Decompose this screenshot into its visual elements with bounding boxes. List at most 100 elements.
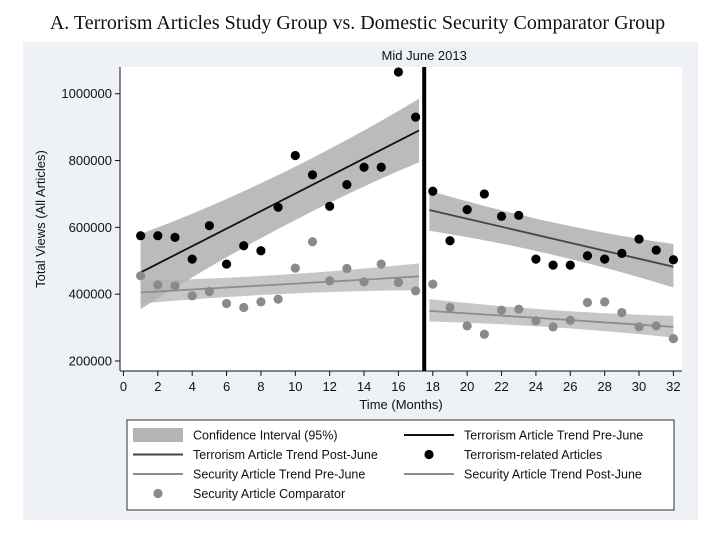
x-tick-label-10: 20 bbox=[460, 379, 474, 394]
security-point-19 bbox=[462, 321, 472, 331]
y-tick-label-1: 400000 bbox=[69, 287, 112, 302]
security-point-17 bbox=[428, 279, 438, 289]
terror-point-23 bbox=[531, 254, 541, 264]
security-point-18 bbox=[445, 302, 455, 313]
y-axis-title: Total Views (All Articles) bbox=[33, 150, 48, 288]
security-point-8 bbox=[273, 294, 283, 304]
trend-line-2 bbox=[140, 275, 420, 294]
terror-point-13 bbox=[359, 162, 369, 172]
x-tick-label-16: 32 bbox=[666, 379, 680, 394]
security-point-22 bbox=[514, 304, 524, 314]
legend-label-0: Confidence Interval (95%) bbox=[193, 429, 338, 443]
terror-point-28 bbox=[617, 248, 627, 259]
terror-point-21 bbox=[496, 211, 507, 221]
security-point-15 bbox=[393, 277, 404, 288]
terror-point-16 bbox=[411, 112, 421, 122]
security-point-7 bbox=[256, 297, 266, 307]
x-tick-label-6: 12 bbox=[322, 379, 336, 394]
terror-point-29 bbox=[634, 234, 644, 244]
security-point-0 bbox=[136, 271, 146, 281]
legend-box bbox=[126, 419, 675, 511]
security-point-27 bbox=[600, 297, 610, 307]
terror-point-8 bbox=[273, 202, 283, 212]
terror-point-3 bbox=[187, 254, 197, 264]
terror-point-20 bbox=[479, 189, 489, 199]
legend-label-1: Terrorism Article Trend Pre-June bbox=[464, 429, 643, 443]
x-tick-label-8: 16 bbox=[391, 379, 405, 394]
chart-svg: Mid June 2013 200000 400000 600000 800000 10… bbox=[33, 48, 682, 511]
security-point-11 bbox=[325, 276, 335, 286]
terror-point-26 bbox=[582, 251, 593, 261]
legend-symbol-0 bbox=[133, 428, 183, 442]
terror-point-18 bbox=[445, 236, 455, 246]
security-point-31 bbox=[668, 333, 679, 344]
security-point-9 bbox=[290, 263, 300, 273]
terror-point-10 bbox=[307, 170, 318, 180]
trend-line-3 bbox=[429, 309, 674, 328]
chart-title: A. Terrorism Articles Study Group vs. Do… bbox=[49, 12, 666, 34]
legend-label-5: Security Article Trend Post-June bbox=[464, 468, 642, 482]
terror-point-5 bbox=[221, 259, 232, 269]
security-point-6 bbox=[239, 302, 249, 313]
security-point-23 bbox=[531, 316, 541, 326]
security-point-29 bbox=[634, 322, 644, 332]
legend: Confidence Interval (95%) Terrorism Artic… bbox=[126, 419, 675, 511]
y-tick-label-4: 1000000 bbox=[61, 86, 112, 101]
terror-point-7 bbox=[256, 246, 266, 256]
chart-figure: Mid June 2013 200000 400000 600000 800000 10… bbox=[23, 42, 698, 520]
terror-point-6 bbox=[239, 241, 249, 251]
x-tick-label-13: 26 bbox=[563, 379, 577, 394]
security-point-14 bbox=[376, 259, 386, 269]
x-tick-label-5: 10 bbox=[288, 379, 302, 394]
y-tick-label-0: 200000 bbox=[69, 353, 112, 368]
x-tick-label-12: 24 bbox=[529, 379, 543, 394]
security-point-21 bbox=[496, 305, 507, 315]
terror-point-2 bbox=[170, 232, 180, 242]
x-tick-label-0: 0 bbox=[120, 379, 127, 394]
x-tick-label-15: 30 bbox=[632, 379, 646, 394]
security-point-2 bbox=[170, 281, 180, 291]
terror-point-14 bbox=[376, 162, 386, 172]
x-tick-label-9: 18 bbox=[426, 379, 440, 394]
terror-point-11 bbox=[325, 201, 335, 211]
x-tick-label-11: 22 bbox=[494, 379, 508, 394]
x-tick-label-3: 6 bbox=[223, 379, 230, 394]
legend-symbol-3 bbox=[424, 449, 434, 460]
legend-label-4: Security Article Trend Pre-June bbox=[193, 468, 365, 482]
security-point-20 bbox=[479, 329, 489, 339]
y-tick-label-2: 600000 bbox=[69, 220, 112, 235]
terror-point-9 bbox=[290, 150, 300, 161]
terror-point-12 bbox=[342, 179, 352, 190]
legend-label-6: Security Article Comparator bbox=[193, 487, 345, 501]
terror-point-22 bbox=[514, 210, 524, 220]
security-point-10 bbox=[307, 237, 318, 247]
terror-point-19 bbox=[462, 205, 472, 215]
security-point-30 bbox=[651, 321, 661, 331]
x-tick-label-14: 28 bbox=[597, 379, 611, 394]
terror-point-15 bbox=[393, 67, 404, 77]
terror-point-17 bbox=[428, 186, 438, 196]
x-tick-label-1: 2 bbox=[154, 379, 161, 394]
terror-point-27 bbox=[600, 254, 610, 264]
security-point-12 bbox=[342, 263, 352, 274]
security-point-1 bbox=[153, 280, 163, 290]
security-point-28 bbox=[617, 307, 627, 318]
terror-point-0 bbox=[136, 231, 146, 241]
security-point-13 bbox=[359, 277, 369, 287]
terror-point-1 bbox=[153, 231, 163, 241]
security-point-4 bbox=[204, 286, 214, 297]
security-point-3 bbox=[187, 291, 197, 301]
security-point-26 bbox=[582, 297, 593, 308]
trend-line-1 bbox=[429, 209, 674, 268]
security-point-16 bbox=[411, 286, 421, 296]
trend-lines bbox=[140, 129, 674, 328]
x-tick-label-4: 8 bbox=[257, 379, 264, 394]
data-points bbox=[136, 67, 679, 344]
x-axis-title: Time (Months) bbox=[359, 397, 442, 412]
terror-point-24 bbox=[548, 260, 558, 270]
terror-point-31 bbox=[668, 255, 679, 265]
security-point-24 bbox=[548, 322, 558, 332]
security-point-25 bbox=[565, 315, 575, 325]
legend-label-3: Terrorism-related Articles bbox=[464, 448, 602, 462]
x-tick-label-7: 14 bbox=[357, 379, 371, 394]
